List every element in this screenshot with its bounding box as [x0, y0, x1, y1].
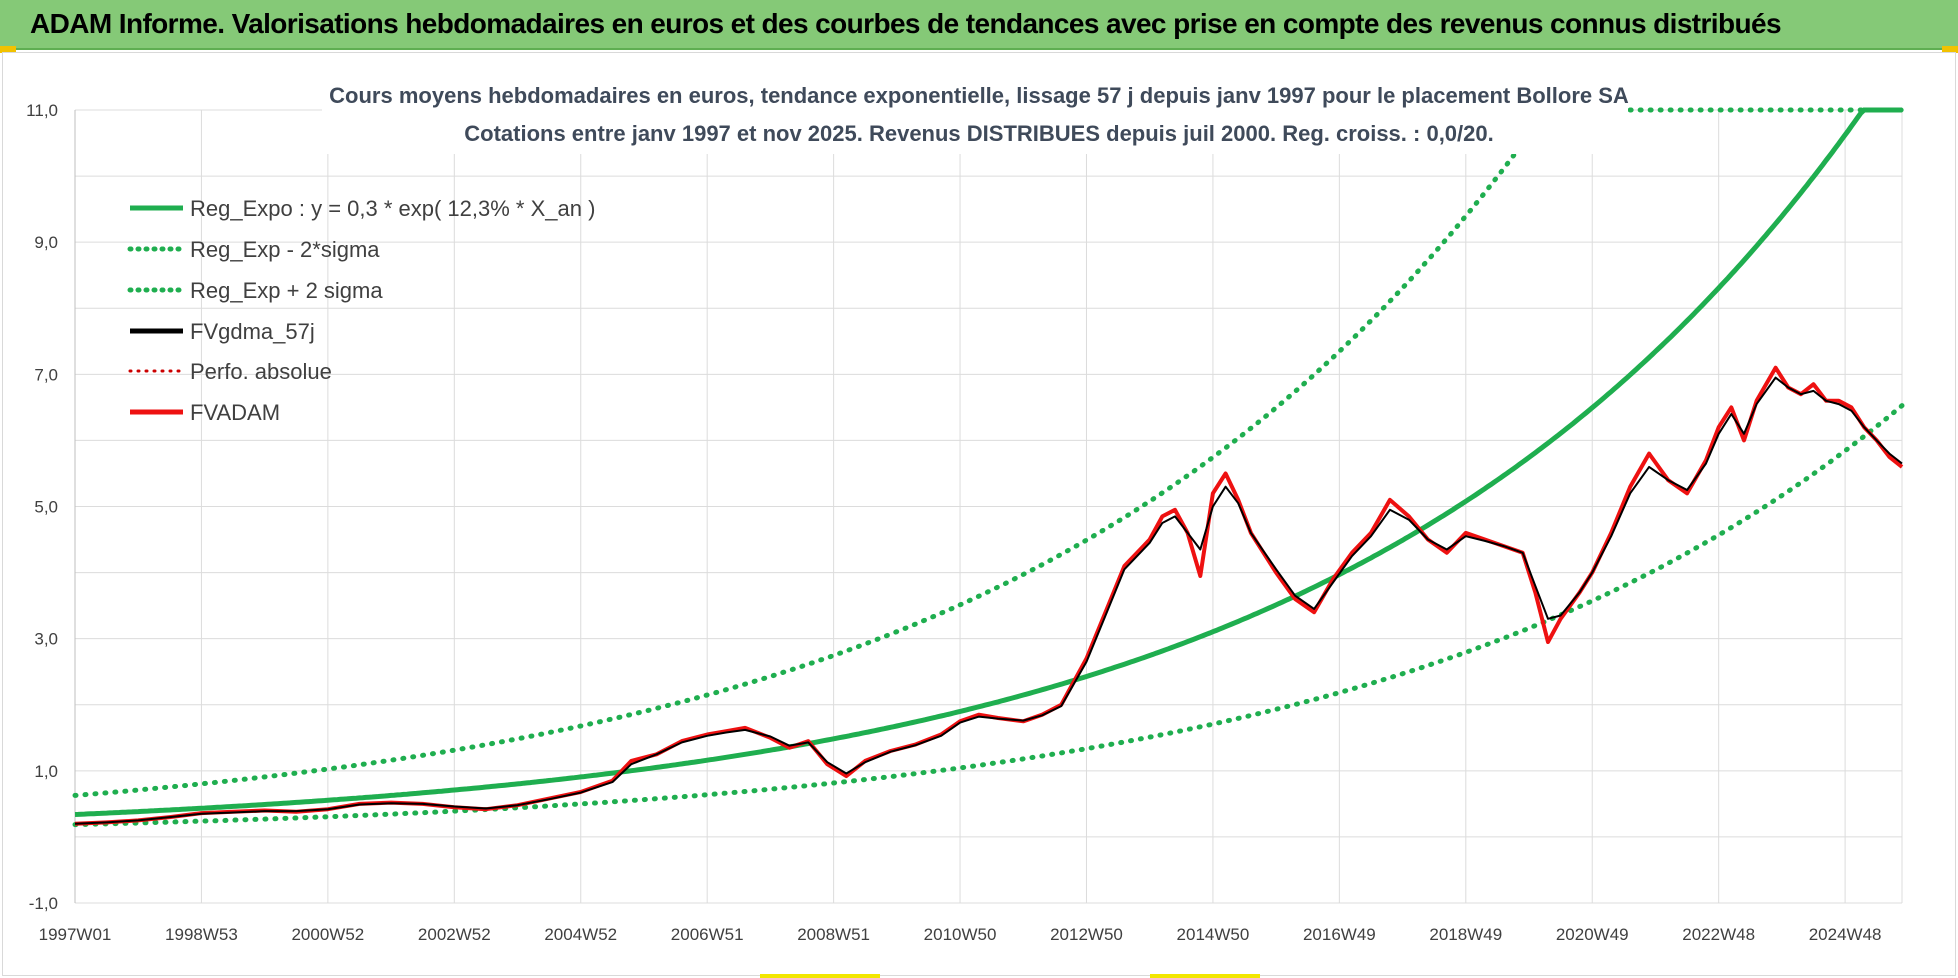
y-tick-label: 5,0: [34, 498, 58, 517]
header-banner: ADAM Informe. Valorisations hebdomadaire…: [0, 0, 1958, 50]
x-tick-label: 2018W49: [1429, 925, 1502, 944]
x-tick-label: 1998W53: [165, 925, 238, 944]
reg-exp-minus-2sigma-line: [72, 403, 1905, 828]
chart-title-line-2: Cotations entre janv 1997 et nov 2025. R…: [464, 121, 1494, 146]
legend-label: Perfo. absolue: [190, 359, 332, 384]
fvadam-line: [74, 365, 1904, 826]
x-tick-label: 2006W51: [671, 925, 744, 944]
x-tick-label: 2024W48: [1809, 925, 1882, 944]
legend-label: Reg_Exp + 2 sigma: [190, 278, 383, 303]
y-tick-label: -1,0: [29, 894, 58, 913]
x-tick-label: 2010W50: [924, 925, 997, 944]
x-tick-label: 1997W01: [39, 925, 112, 944]
x-tick-label: 2014W50: [1177, 925, 1250, 944]
y-tick-label: 11,0: [26, 101, 58, 120]
reg-exp-plus-2sigma-line: [72, 107, 1905, 798]
corner-marker-left: [0, 46, 16, 53]
y-tick-label: 9,0: [34, 233, 58, 252]
x-tick-label: 2020W49: [1556, 925, 1629, 944]
legend: Reg_Expo : y = 0,3 * exp( 12,3% * X_an )…: [127, 196, 595, 425]
legend-label: FVgdma_57j: [190, 319, 315, 344]
bottom-marker-1: [760, 974, 880, 978]
x-tick-label: 2022W48: [1682, 925, 1755, 944]
grid: [74, 109, 1903, 904]
y-tick-label: 7,0: [34, 365, 58, 384]
bottom-marker-2: [1150, 974, 1260, 978]
corner-marker-right: [1942, 46, 1958, 53]
title-background: [322, 78, 1628, 154]
x-tick-label: 2002W52: [418, 925, 491, 944]
legend-label: Reg_Expo : y = 0,3 * exp( 12,3% * X_an ): [190, 196, 595, 221]
x-tick-label: 2000W52: [291, 925, 364, 944]
fvgdma-line: [74, 376, 1903, 825]
x-tick-label: 2016W49: [1303, 925, 1376, 944]
page-title: ADAM Informe. Valorisations hebdomadaire…: [30, 8, 1782, 39]
chart-title-line-1: Cours moyens hebdomadaires en euros, ten…: [329, 83, 1629, 108]
y-axis-ticks: -1,0 1,0 3,0 5,0 7,0 9,0 11,0: [26, 101, 58, 913]
y-tick-label: 1,0: [34, 762, 58, 781]
series-lines: [72, 107, 1905, 828]
reg-expo-line: [74, 107, 1902, 817]
x-axis-ticks: 1997W01 1998W53 2000W52 2002W52 2004W52 2006W…: [39, 925, 1882, 944]
legend-label: Reg_Exp - 2*sigma: [190, 237, 380, 262]
x-tick-label: 2008W51: [797, 925, 870, 944]
legend-label: FVADAM: [190, 400, 280, 425]
y-tick-label: 3,0: [34, 630, 58, 649]
chart-frame: [2, 52, 1956, 976]
x-tick-label: 2004W52: [544, 925, 617, 944]
x-tick-label: 2012W50: [1050, 925, 1123, 944]
